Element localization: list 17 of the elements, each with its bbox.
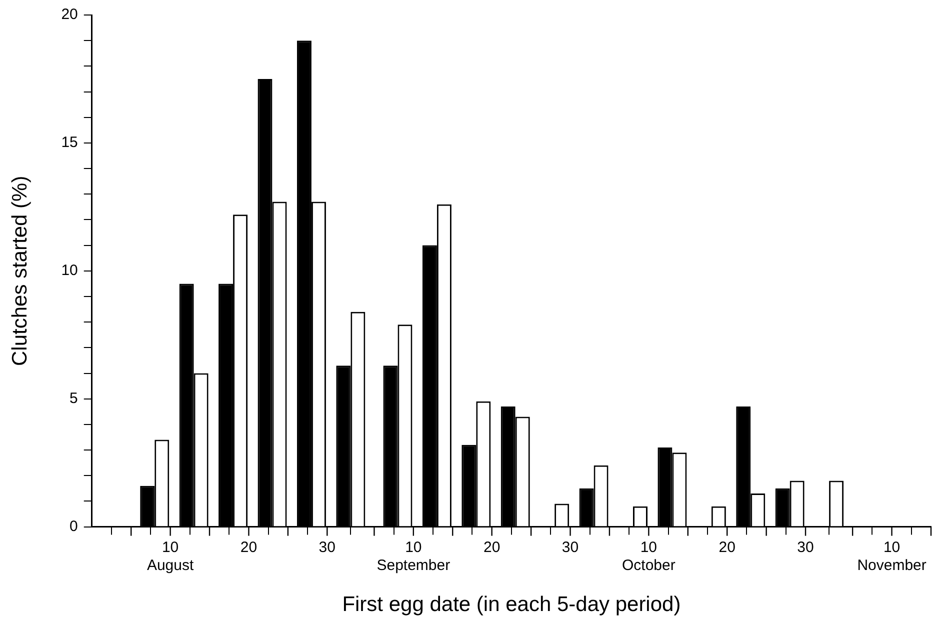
y-tick-label: 0 (70, 518, 78, 535)
y-tick-label: 10 (61, 262, 78, 280)
x-axis-title: First egg date (in each 5-day period) (342, 593, 681, 616)
x-tick-label: 30 (318, 538, 336, 556)
x-tick-label: 30 (562, 538, 579, 556)
x-tick-label: 10 November (857, 538, 926, 574)
x-tick-label: 20 (718, 538, 736, 556)
x-tick-label: 10 August (146, 538, 194, 574)
y-tick-label: 20 (61, 6, 78, 24)
y-tick-label: 15 (61, 134, 78, 152)
y-tick-label: 5 (70, 390, 78, 407)
y-axis-title: Clutches started (%) (8, 176, 32, 366)
x-tick-label: 20 (240, 538, 258, 556)
x-tick-label: 10 September (376, 538, 450, 574)
x-tick-label: 30 (797, 538, 814, 556)
x-tick-label: 10 October (622, 538, 676, 574)
x-tick-label: 20 (483, 538, 500, 556)
